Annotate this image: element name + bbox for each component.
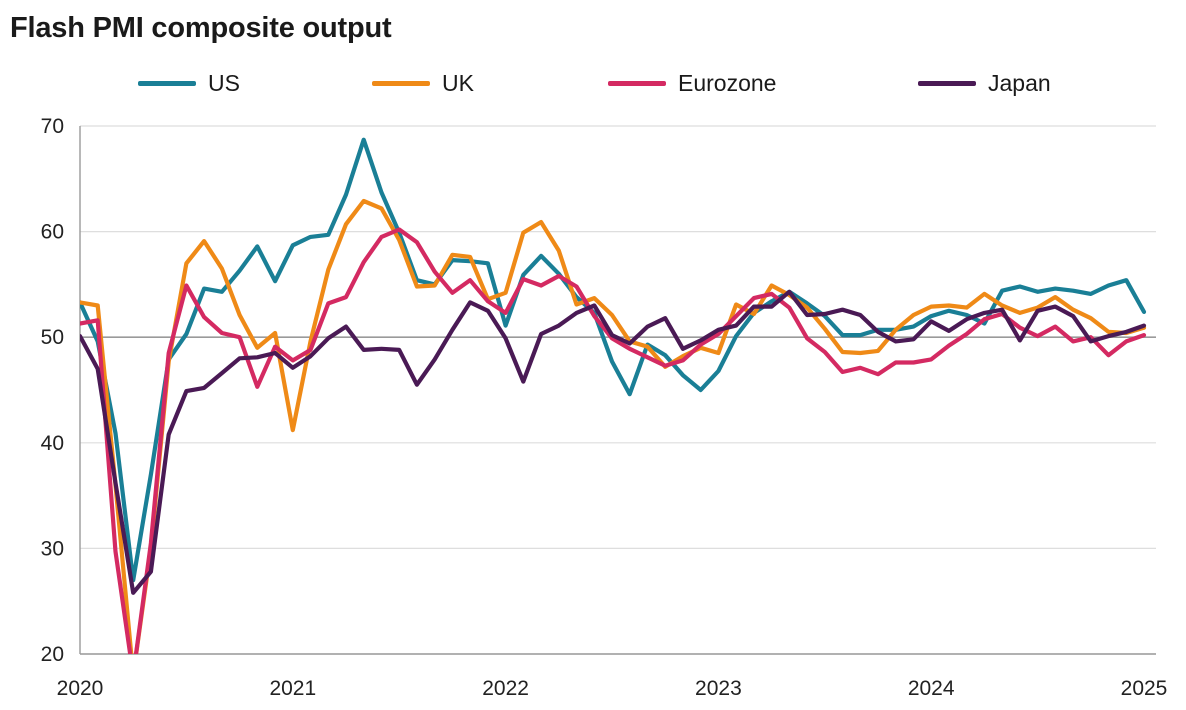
legend-swatch-uk [372,80,430,86]
x-tick-label: 2022 [482,677,529,700]
legend-item-uk: UK [372,66,474,100]
chart-legend: US UK Eurozone Japan [0,66,1186,100]
legend-swatch-eurozone [608,80,666,86]
x-tick-label: 2023 [695,677,742,700]
legend-swatch-us [138,80,196,86]
chart-title: Flash PMI composite output [10,12,392,44]
legend-item-eurozone: Eurozone [608,66,776,100]
series-group [80,137,1147,654]
y-tick-label: 30 [41,537,64,560]
y-tick-label: 40 [41,432,64,455]
legend-item-japan: Japan [918,66,1051,100]
x-tick-label: 2025 [1121,677,1168,700]
y-tick-label: 60 [41,221,64,244]
legend-swatch-japan [918,80,976,86]
series-line-japan [80,289,1147,595]
series-line-us [80,137,1147,583]
series-line-eurozone [80,227,1147,654]
y-tick-label: 50 [41,326,64,349]
legend-label-japan: Japan [988,69,1051,96]
x-tick-label: 2020 [57,677,104,700]
legend-label-uk: UK [442,69,474,96]
x-tick-label: 2021 [269,677,316,700]
y-tick-label: 70 [41,115,64,138]
y-tick-label: 20 [41,643,64,666]
x-tick-label: 2024 [908,677,955,700]
series-line-uk [80,198,1147,654]
legend-item-us: US [138,66,240,100]
legend-label-us: US [208,69,240,96]
legend-label-eurozone: Eurozone [678,69,777,96]
